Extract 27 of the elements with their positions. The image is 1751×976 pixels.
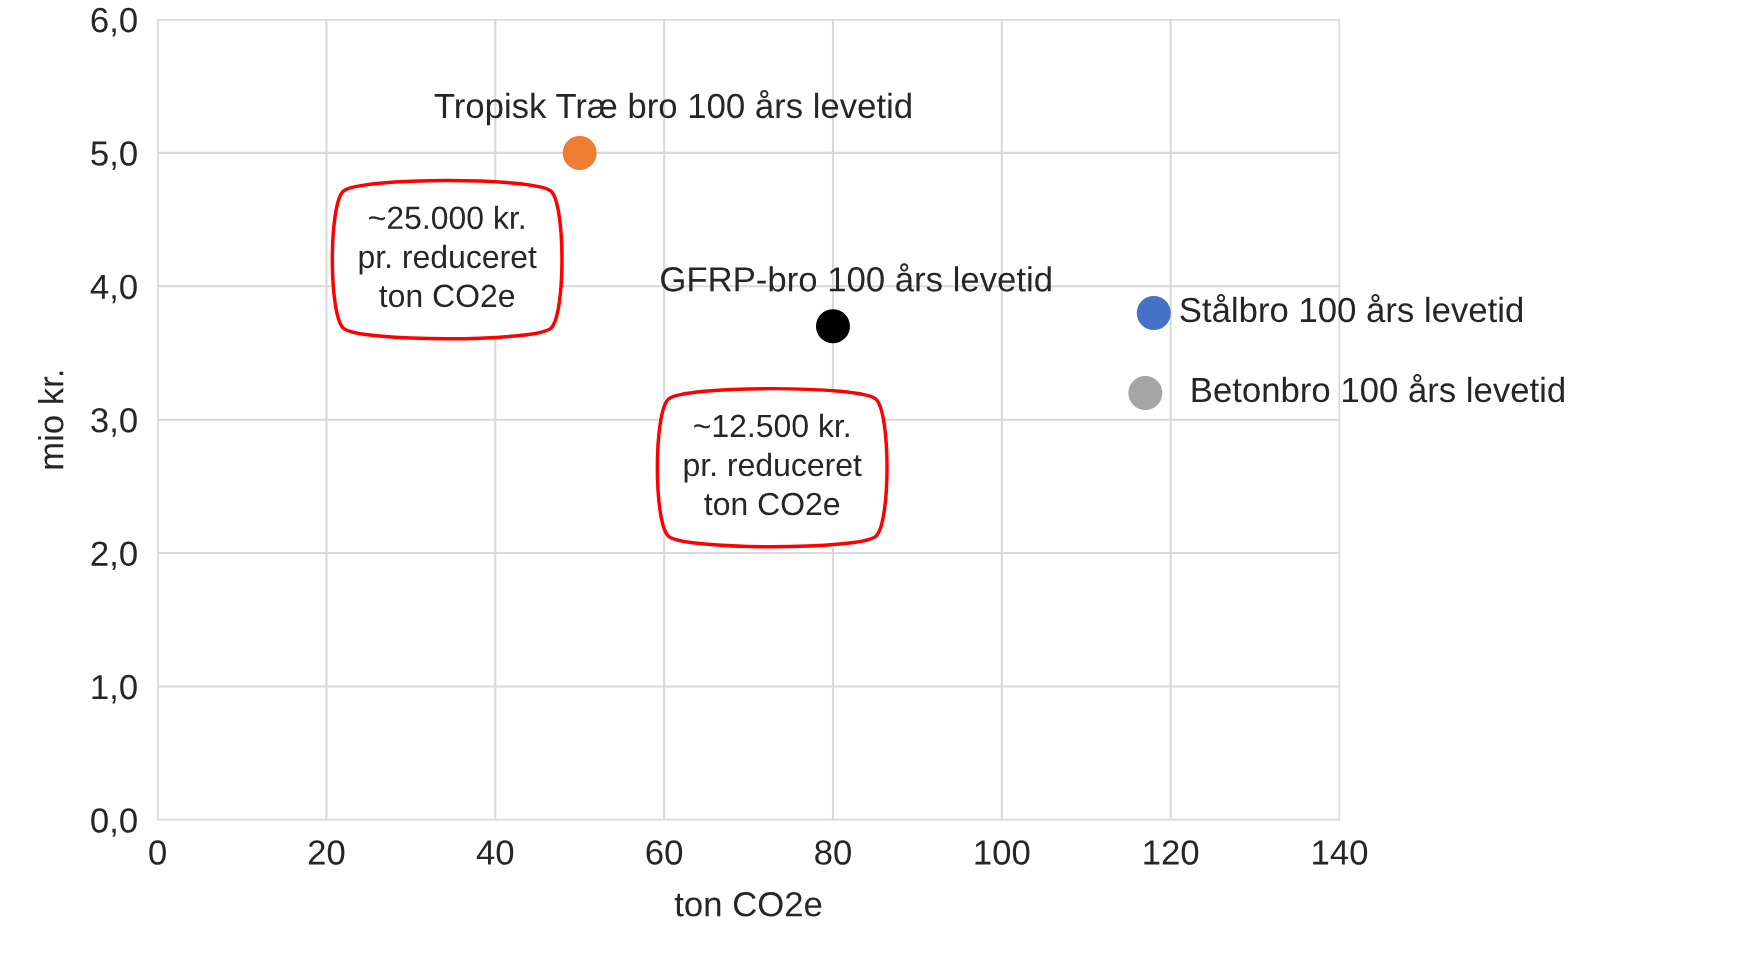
series-label: Betonbro 100 års levetid xyxy=(1192,373,1564,403)
y-tick-label: 2,0 xyxy=(91,541,137,571)
x-tick-label: 40 xyxy=(476,840,514,865)
series-label: Stålbro 100 års levetid xyxy=(1180,293,1523,323)
series-label: GFRP-bro 100 års levetid xyxy=(661,263,1051,292)
point xyxy=(1128,375,1163,411)
annotation: ~12.500 kr. pr. reduceret ton CO2e xyxy=(684,413,862,516)
point xyxy=(562,135,597,170)
point xyxy=(815,309,850,344)
x-tick-label: 0 xyxy=(149,840,166,865)
y-tick-label: 1,0 xyxy=(92,674,137,704)
y-tick-label: 3,0 xyxy=(91,408,137,437)
x-tick-label: 20 xyxy=(308,840,345,865)
y-tick-label: 5,0 xyxy=(91,141,137,170)
y-tick-label: 4,0 xyxy=(90,274,137,304)
point xyxy=(1136,295,1171,330)
text: Tropisk Træ bro 100 års levetid xyxy=(434,89,911,126)
y-axis-title: mio kr. xyxy=(38,371,64,469)
x-tick-label: 100 xyxy=(975,840,1030,865)
x-tick-label: 60 xyxy=(646,840,683,865)
x-tick-label: 80 xyxy=(815,840,851,865)
x-tick-label: 120 xyxy=(1144,840,1199,865)
y-tick-label: 6,0 xyxy=(91,7,137,37)
x-tick-label: 140 xyxy=(1313,840,1368,865)
y-tick-label: 0,0 xyxy=(91,808,137,837)
annotation: ~25.000 kr. pr. reduceret ton CO2e xyxy=(359,205,537,308)
x-axis-title: ton CO2e xyxy=(674,892,822,917)
